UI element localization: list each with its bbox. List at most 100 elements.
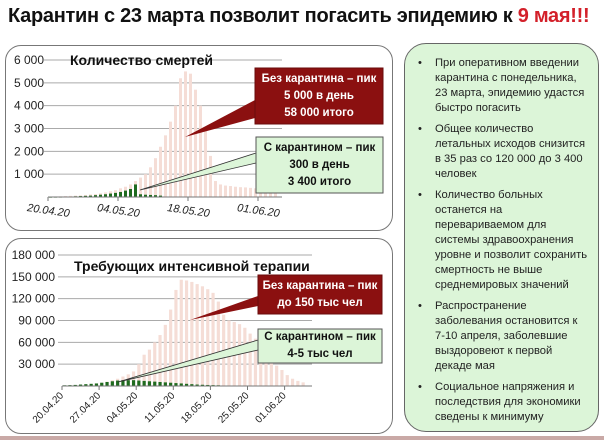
no_quarantine-bar: [179, 279, 183, 386]
callout-line: 3 400 итого: [287, 175, 352, 188]
no_quarantine-bar: [296, 380, 300, 386]
title-text: Карантин с 23 марта позволит погасить эп…: [8, 5, 518, 27]
no_quarantine-bar: [264, 353, 268, 386]
no_quarantine-bar: [216, 301, 220, 386]
x-tick-label: 04.05.20: [105, 390, 141, 426]
no_quarantine-bar: [243, 327, 247, 386]
no_quarantine-bar: [285, 375, 289, 386]
y-tick-label: 1 000: [14, 167, 44, 181]
quarantine-bar: [147, 381, 152, 386]
no_quarantine-bar: [237, 324, 242, 386]
no_quarantine-bar: [153, 342, 157, 386]
icu-no-quarantine-callout: Без карантина – пик до 150 тыс чел: [258, 275, 382, 314]
y-tick-label: 3 000: [14, 122, 44, 136]
quarantine-bar: [163, 382, 167, 386]
no_quarantine-bar: [154, 158, 157, 197]
no_quarantine-bar: [209, 155, 212, 197]
no_quarantine-bar: [159, 146, 162, 197]
no_quarantine-bar: [190, 281, 194, 386]
quarantine-bar: [94, 383, 99, 386]
no_quarantine-bar: [280, 369, 284, 386]
callout-line: Без карантина – пик: [261, 72, 377, 85]
quarantine-bar: [195, 384, 199, 386]
y-tick-label: 6 000: [14, 53, 44, 67]
no_quarantine-bar: [169, 309, 173, 386]
bottom-divider: [0, 436, 604, 440]
callout-box: [257, 274, 383, 315]
no_quarantine-bar: [275, 365, 279, 386]
y-tick-label: 180 000: [12, 248, 56, 262]
x-tick-label: 01.06.20: [253, 390, 289, 426]
callout-line: 4-5 тыс чел: [287, 348, 353, 360]
no_quarantine-bar: [224, 185, 227, 197]
quarantine-bar: [94, 195, 97, 197]
no_quarantine-bar: [253, 338, 258, 386]
summary-panel: При оперативном введении карантина с пон…: [404, 43, 599, 432]
no_quarantine-bar: [147, 349, 152, 386]
summary-bullet: Общее количество летальных исходов снизи…: [415, 122, 590, 182]
quarantine-bar: [114, 192, 117, 197]
quarantine-bar: [159, 195, 162, 197]
callout-line: 58 000 итого: [284, 106, 354, 119]
no_quarantine-bar: [214, 181, 217, 197]
summary-bullet: Количество больных останется на перевари…: [415, 188, 590, 293]
no_quarantine-bar: [164, 135, 167, 197]
no_quarantine-bar: [195, 284, 199, 386]
quarantine-bar: [169, 382, 173, 386]
no_quarantine-bar: [158, 335, 162, 386]
no_quarantine-bar: [142, 354, 146, 386]
callout-box: [255, 136, 384, 194]
no_quarantine-bar: [144, 174, 147, 197]
no_quarantine-bar: [139, 177, 142, 197]
x-tick-label: 20.04.20: [31, 390, 67, 426]
quarantine-bar: [116, 380, 120, 386]
quarantine-bar: [137, 380, 141, 386]
y-tick-label: 120 000: [12, 292, 56, 306]
quarantine-bar: [105, 381, 109, 386]
quarantine-bar: [154, 195, 157, 197]
quarantine-bar: [144, 194, 147, 197]
summary-bullet: Социальное напряжения и последствия для …: [415, 380, 590, 425]
no_quarantine-bar: [248, 333, 252, 386]
slide-title: Карантин с 23 марта позволит погасить эп…: [8, 5, 590, 28]
icu-chart-title: Требующих интенсивной терапии: [74, 258, 310, 274]
no_quarantine-bar: [200, 286, 205, 386]
x-tick-label: 27.04.20: [68, 390, 104, 426]
quarantine-bar: [104, 194, 107, 197]
quarantine-bar: [121, 380, 125, 386]
y-tick-label: 30 000: [18, 357, 55, 371]
callout-box: [254, 67, 384, 125]
no_quarantine-bar: [244, 187, 247, 197]
callout-box: [257, 328, 383, 364]
summary-list: При оперативном введении карантина с пон…: [415, 56, 590, 425]
no_quarantine-bar: [290, 378, 295, 386]
y-tick-label: 60 000: [18, 335, 55, 349]
no_quarantine-bar: [184, 71, 187, 197]
no_quarantine-bar: [179, 78, 182, 197]
deaths-chart-title: Количество смертей: [70, 52, 214, 68]
summary-bullet: При оперативном введении карантина с пон…: [415, 56, 590, 116]
quarantine-bar: [110, 381, 114, 386]
no_quarantine-bar: [229, 186, 232, 197]
deaths-no-quarantine-callout: Без карантина – пик 5 000 в день 58 000 …: [255, 68, 383, 124]
quarantine-bar: [190, 384, 194, 386]
quarantine-bar: [84, 384, 88, 386]
summary-bullet: Распространение заболевания остановится …: [415, 299, 590, 374]
quarantine-bar: [184, 383, 189, 386]
y-tick-label: 150 000: [12, 270, 56, 284]
no_quarantine-bar: [174, 289, 178, 386]
callout-line: 300 в день: [289, 158, 350, 171]
quarantine-bar: [142, 380, 146, 386]
no_quarantine-bar: [184, 280, 189, 386]
y-tick-label: 2 000: [14, 144, 44, 158]
quarantine-bar: [179, 383, 183, 386]
no_quarantine-bar: [206, 289, 210, 386]
callout-line: Без карантина – пик: [262, 279, 378, 292]
quarantine-bar: [153, 381, 157, 386]
callout-line: 5 000 в день: [284, 89, 354, 102]
quarantine-bar: [158, 381, 162, 386]
no_quarantine-bar: [219, 184, 222, 197]
quarantine-bar: [131, 380, 136, 386]
no_quarantine-bar: [204, 128, 207, 197]
